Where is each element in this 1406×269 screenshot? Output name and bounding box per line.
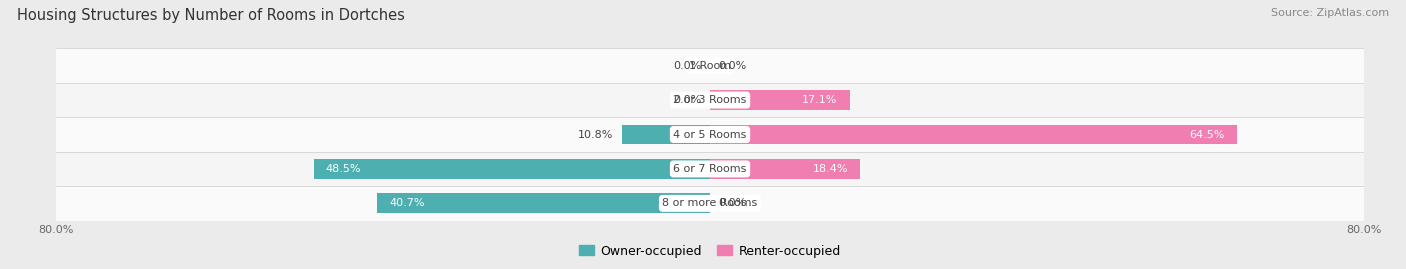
Text: 18.4%: 18.4% xyxy=(813,164,848,174)
Text: 4 or 5 Rooms: 4 or 5 Rooms xyxy=(673,129,747,140)
Text: 8 or more Rooms: 8 or more Rooms xyxy=(662,198,758,208)
Text: 64.5%: 64.5% xyxy=(1189,129,1225,140)
Legend: Owner-occupied, Renter-occupied: Owner-occupied, Renter-occupied xyxy=(575,239,845,263)
Bar xyxy=(314,159,710,179)
Text: 40.7%: 40.7% xyxy=(389,198,425,208)
Bar xyxy=(56,152,1364,186)
Bar xyxy=(56,83,1364,117)
Text: 2 or 3 Rooms: 2 or 3 Rooms xyxy=(673,95,747,105)
Text: 1 Room: 1 Room xyxy=(689,61,731,71)
Text: 0.0%: 0.0% xyxy=(673,61,702,71)
Text: 10.8%: 10.8% xyxy=(578,129,613,140)
Bar xyxy=(377,193,710,213)
Bar xyxy=(56,117,1364,152)
Bar xyxy=(621,125,710,144)
Bar xyxy=(56,48,1364,83)
Bar xyxy=(710,90,849,110)
Text: 0.0%: 0.0% xyxy=(718,61,747,71)
Bar xyxy=(710,125,1237,144)
Text: Source: ZipAtlas.com: Source: ZipAtlas.com xyxy=(1271,8,1389,18)
Text: 0.0%: 0.0% xyxy=(673,95,702,105)
Bar xyxy=(710,159,860,179)
Text: 6 or 7 Rooms: 6 or 7 Rooms xyxy=(673,164,747,174)
Bar xyxy=(56,186,1364,221)
Text: 0.0%: 0.0% xyxy=(718,198,747,208)
Text: 48.5%: 48.5% xyxy=(326,164,361,174)
Text: Housing Structures by Number of Rooms in Dortches: Housing Structures by Number of Rooms in… xyxy=(17,8,405,23)
Text: 17.1%: 17.1% xyxy=(803,95,838,105)
